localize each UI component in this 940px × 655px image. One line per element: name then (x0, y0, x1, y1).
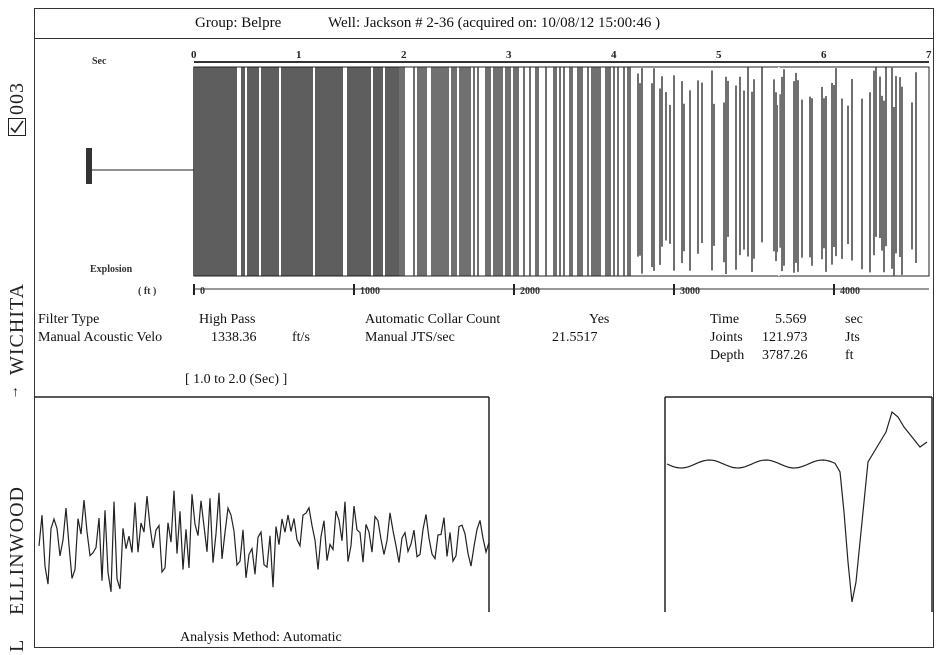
velocity-unit: ft/s (292, 330, 310, 345)
joints-value: 121.973 (762, 330, 808, 345)
arrow-up-icon: ↑ (12, 385, 19, 400)
header-divider (34, 38, 934, 39)
joints-label: Joints (710, 330, 743, 345)
trace-band-group (193, 67, 917, 276)
ft-tick-label: 0 (200, 286, 205, 297)
sec-tick-label: 2 (401, 49, 407, 61)
jts-value: 21.5517 (552, 330, 598, 345)
sec-axis-label: Sec (92, 56, 107, 67)
filter-type-value: High Pass (199, 312, 256, 327)
ft-tick-label: 4000 (840, 286, 860, 297)
level-marker (86, 148, 92, 184)
explosion-label: Explosion (90, 264, 133, 275)
depth-value: 3787.26 (762, 348, 808, 363)
side-label-ellinwood: ELLINWOOD (6, 486, 28, 615)
time-unit: sec (845, 312, 863, 327)
lower-plot-range: [ 1.0 to 2.0 (Sec) ] (185, 372, 288, 387)
well-label: Well: Jackson # 2-36 (acquired on: 10/08… (328, 15, 661, 31)
side-label-003: 003 (6, 82, 28, 115)
checkbox-003[interactable] (8, 118, 26, 136)
collar-label: Automatic Collar Count (365, 312, 501, 327)
sec-tick-label: 3 (506, 49, 512, 61)
side-label-wichita: WICHITA (6, 282, 28, 375)
ft-tick-group: 0 1000 2000 3000 4000 (193, 284, 860, 297)
ft-tick-label: 3000 (680, 286, 700, 297)
depth-label: Depth (710, 348, 745, 363)
velocity-value: 1338.36 (211, 330, 257, 345)
sec-tick-label: 6 (821, 49, 827, 61)
velocity-label: Manual Acoustic Velo (38, 330, 163, 345)
main-frame (34, 8, 934, 648)
waveform-left-panel (34, 396, 490, 612)
sec-tick-label: 0 (191, 49, 197, 61)
time-value: 5.569 (775, 312, 807, 327)
sec-tick-label: 4 (611, 49, 617, 61)
waveform-left-line (38, 490, 490, 592)
filter-type-label: Filter Type (38, 312, 100, 327)
joints-unit: Jts (845, 330, 860, 345)
group-label: Group: Belpre (195, 15, 282, 31)
sec-tick-label: 7 (926, 49, 932, 61)
sec-tick-group: 0 1 2 3 4 5 6 7 (191, 49, 932, 61)
check-icon (10, 120, 24, 134)
ft-tick-label: 1000 (360, 286, 380, 297)
depth-unit: ft (845, 348, 854, 363)
sec-tick-label: 5 (716, 49, 722, 61)
ft-axis-label: ( ft ) (138, 286, 156, 297)
waveform-right-panel (664, 396, 933, 612)
jts-label: Manual JTS/sec (365, 330, 455, 345)
waveform-right-line (666, 410, 928, 603)
sec-tick-label: 1 (296, 49, 302, 61)
acoustic-heatmap-panel: Sec 0 1 2 3 4 5 6 7 Explosion ( ft ) 0 1000 2000 3… (86, 49, 932, 297)
ft-tick-label: 2000 (520, 286, 540, 297)
time-label: Time (710, 312, 740, 327)
side-label-l: L (6, 638, 28, 652)
analysis-method: Analysis Method: Automatic (180, 630, 342, 645)
collar-value: Yes (589, 312, 610, 327)
